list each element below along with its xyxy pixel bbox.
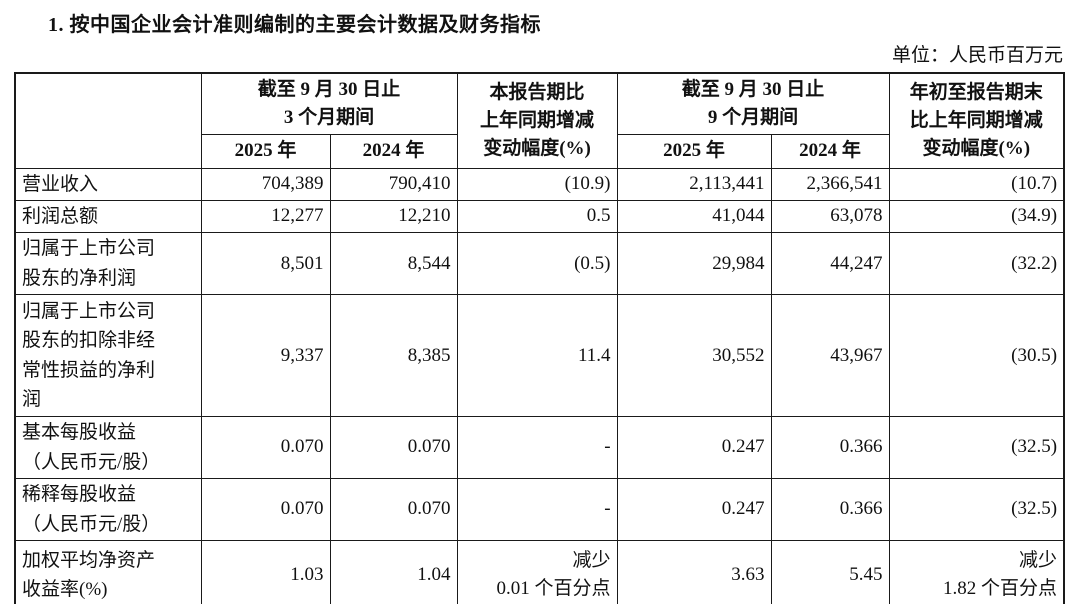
cell-9m-2025: 41,044 (616, 199, 772, 234)
cell-9m-change: (10.7) (888, 167, 1065, 201)
cell-9m-2024: 0.366 (770, 478, 890, 541)
cell-q3-2025: 704,389 (200, 167, 331, 201)
cell-q3-2024: 0.070 (329, 478, 458, 541)
cell-q3-2024: 0.070 (329, 416, 458, 480)
row-label: 稀释每股收益 （人民币元/股） (14, 478, 202, 541)
header-change-9m: 年初至报告期末 比上年同期增减 变动幅度(%) (888, 72, 1065, 169)
cell-9m-2025: 29,984 (616, 232, 772, 296)
header-year-2025-q3: 2025 年 (200, 133, 331, 169)
header-period-3m: 截至 9 月 30 日止 3 个月期间 (200, 72, 458, 135)
cell-9m-2024: 43,967 (770, 294, 890, 418)
cell-9m-2025: 3.63 (616, 540, 772, 604)
cell-9m-2025: 0.247 (616, 416, 772, 480)
cell-q3-2025: 8,501 (200, 232, 331, 296)
cell-q3-change: 减少 0.01 个百分点 (456, 540, 618, 604)
cell-9m-change: (32.2) (888, 232, 1065, 296)
row-label: 加权平均净资产 收益率(%) (14, 540, 202, 604)
header-change-3m: 本报告期比 上年同期增减 变动幅度(%) (456, 72, 618, 169)
cell-q3-change: (0.5) (456, 232, 618, 296)
table-row-basic-eps: 基本每股收益 （人民币元/股） 0.070 0.070 - 0.247 0.36… (14, 416, 1065, 480)
cell-9m-2025: 30,552 (616, 294, 772, 418)
cell-q3-2025: 12,277 (200, 199, 331, 234)
cell-q3-change: (10.9) (456, 167, 618, 201)
header-row-periods: 截至 9 月 30 日止 3 个月期间 本报告期比 上年同期增减 变动幅度(%)… (14, 72, 1065, 169)
cell-9m-2024: 2,366,541 (770, 167, 890, 201)
table-row-net-profit: 归属于上市公司 股东的净利润 8,501 8,544 (0.5) 29,984 … (14, 232, 1065, 296)
header-year-2024-9m: 2024 年 (770, 133, 890, 169)
cell-q3-2024: 8,544 (329, 232, 458, 296)
header-year-2024-q3: 2024 年 (329, 133, 458, 169)
cell-q3-2024: 1.04 (329, 540, 458, 604)
header-row-years: 2025 年 2024 年 2025 年 2024 年 (15, 133, 1064, 169)
cell-q3-change: 0.5 (456, 199, 618, 234)
row-label: 营业收入 (14, 167, 202, 201)
cell-9m-change: 减少 1.82 个百分点 (888, 540, 1065, 604)
cell-9m-2024: 0.366 (770, 416, 890, 480)
row-label: 基本每股收益 （人民币元/股） (14, 416, 202, 480)
unit-note: 单位：人民币百万元 (891, 45, 1063, 66)
cell-9m-2024: 44,247 (770, 232, 890, 296)
cell-q3-2025: 1.03 (200, 540, 331, 604)
cell-q3-change: - (456, 416, 618, 480)
cell-q3-change: 11.4 (456, 294, 618, 418)
financial-indicators-table: 截至 9 月 30 日止 3 个月期间 本报告期比 上年同期增减 变动幅度(%)… (14, 72, 1066, 604)
cell-9m-2024: 63,078 (770, 199, 890, 234)
table-row-revenue: 营业收入 704,389 790,410 (10.9) 2,113,441 2,… (14, 167, 1065, 201)
cell-9m-change: (34.9) (888, 199, 1065, 234)
corner-cell (14, 72, 202, 169)
row-label: 归属于上市公司 股东的扣除非经 常性损益的净利 润 (14, 294, 202, 418)
table-row-total-profit: 利润总额 12,277 12,210 0.5 41,044 63,078 (34… (14, 199, 1065, 234)
cell-q3-2025: 0.070 (200, 478, 331, 541)
row-label: 归属于上市公司 股东的净利润 (14, 232, 202, 296)
cell-q3-change: - (456, 478, 618, 541)
table-row-weighted-avg-roe: 加权平均净资产 收益率(%) 1.03 1.04 减少 0.01 个百分点 3.… (14, 540, 1065, 604)
cell-q3-2024: 12,210 (329, 199, 458, 234)
table-row-net-profit-excl-nonrecurring: 归属于上市公司 股东的扣除非经 常性损益的净利 润 9,337 8,385 11… (14, 294, 1065, 418)
cell-q3-2025: 9,337 (200, 294, 331, 418)
cell-q3-2024: 790,410 (329, 167, 458, 201)
header-period-9m: 截至 9 月 30 日止 9 个月期间 (616, 72, 890, 135)
table-row-diluted-eps: 稀释每股收益 （人民币元/股） 0.070 0.070 - 0.247 0.36… (14, 478, 1065, 541)
cell-9m-2025: 2,113,441 (616, 167, 772, 201)
row-label: 利润总额 (14, 199, 202, 234)
section-title: 1. 按中国企业会计准则编制的主要会计数据及财务指标 (48, 14, 541, 36)
header-year-2025-9m: 2025 年 (616, 133, 772, 169)
cell-9m-change: (32.5) (888, 478, 1065, 541)
cell-9m-change: (30.5) (888, 294, 1065, 418)
cell-q3-2025: 0.070 (200, 416, 331, 480)
cell-q3-2024: 8,385 (329, 294, 458, 418)
cell-9m-change: (32.5) (888, 416, 1065, 480)
cell-9m-2025: 0.247 (616, 478, 772, 541)
cell-9m-2024: 5.45 (770, 540, 890, 604)
